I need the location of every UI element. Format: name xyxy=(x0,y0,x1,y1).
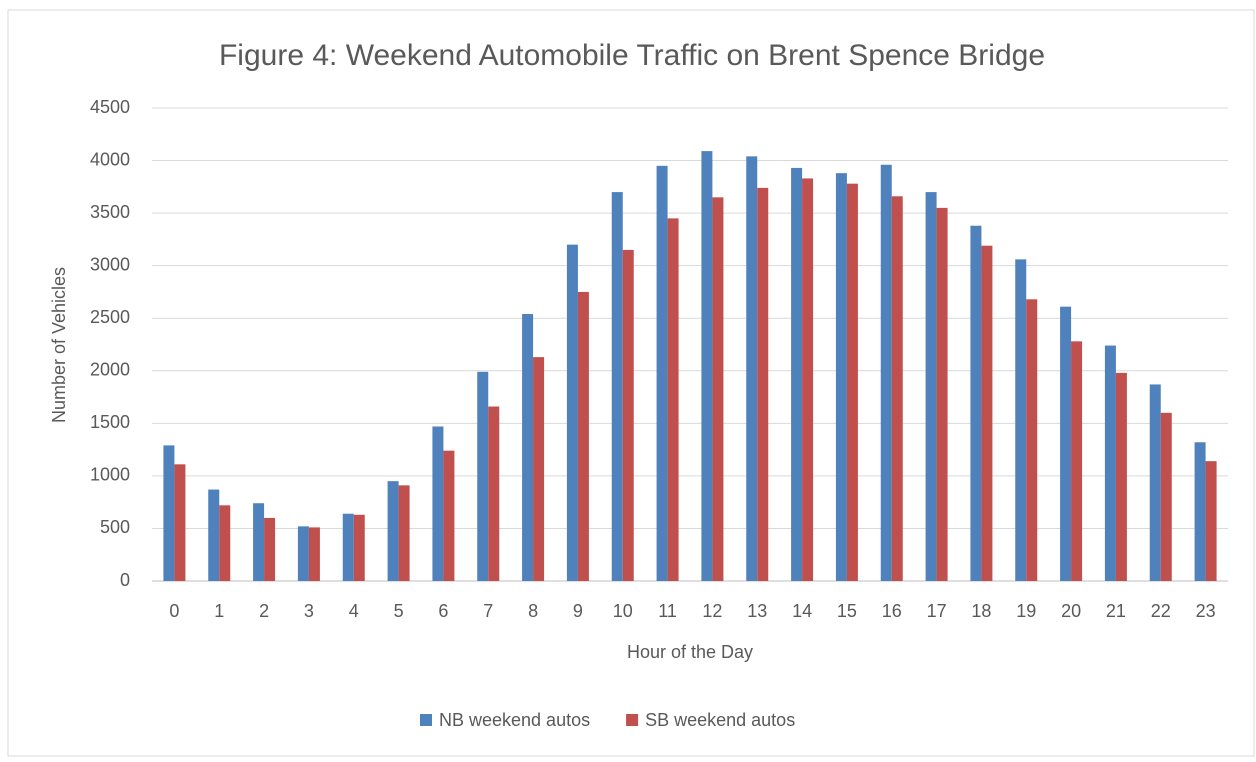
bar xyxy=(891,196,903,581)
bar xyxy=(1149,384,1161,581)
x-tick-label: 7 xyxy=(483,601,493,621)
bar xyxy=(264,517,276,581)
bar xyxy=(1104,345,1116,581)
bar xyxy=(522,314,534,581)
bar xyxy=(174,464,186,581)
bar xyxy=(533,357,545,581)
x-tick-label: 10 xyxy=(613,601,633,621)
x-tick-label: 15 xyxy=(837,601,857,621)
x-tick-label: 23 xyxy=(1196,601,1216,621)
x-tick-label: 13 xyxy=(747,601,767,621)
x-axis-title: Hour of the Day xyxy=(627,642,753,662)
bar xyxy=(925,192,937,582)
bar xyxy=(791,167,803,581)
bar xyxy=(488,406,500,581)
y-tick-label: 500 xyxy=(100,517,130,537)
x-tick-label: 6 xyxy=(438,601,448,621)
x-tick-label: 17 xyxy=(927,601,947,621)
y-tick-label: 2000 xyxy=(90,360,130,380)
bar xyxy=(1026,299,1038,581)
x-tick-label: 20 xyxy=(1061,601,1081,621)
bar xyxy=(1115,372,1127,581)
x-tick-label: 9 xyxy=(573,601,583,621)
bar xyxy=(970,225,982,582)
legend-swatch xyxy=(626,714,639,726)
bar xyxy=(835,173,847,581)
x-tick-label: 2 xyxy=(259,601,269,621)
x-tick-label: 14 xyxy=(792,601,812,621)
bar xyxy=(297,526,309,581)
bar xyxy=(880,164,892,581)
x-tick-label: 0 xyxy=(169,601,179,621)
bar xyxy=(746,156,758,581)
y-tick-label: 4000 xyxy=(90,149,130,169)
x-tick-label: 4 xyxy=(349,601,359,621)
bar xyxy=(622,249,634,581)
bar xyxy=(577,291,589,581)
bar xyxy=(981,245,993,581)
bar xyxy=(802,178,814,581)
x-tick-label: 3 xyxy=(304,601,314,621)
bar xyxy=(353,514,365,581)
bar xyxy=(342,513,354,581)
bar xyxy=(308,527,320,581)
bar xyxy=(1015,259,1027,581)
bar xyxy=(219,505,231,581)
bar xyxy=(1071,341,1083,581)
bar xyxy=(757,187,769,581)
legend-swatch xyxy=(420,714,432,726)
legend-label: NB weekend autos xyxy=(439,710,590,730)
bar xyxy=(253,503,265,581)
x-tick-label: 18 xyxy=(971,601,991,621)
x-tick-label: 22 xyxy=(1151,601,1171,621)
bar xyxy=(398,485,410,581)
x-tick-label: 1 xyxy=(214,601,224,621)
bar xyxy=(1205,461,1217,581)
bar xyxy=(566,244,578,581)
bar xyxy=(208,489,220,581)
bar xyxy=(611,192,623,582)
x-tick-label: 5 xyxy=(394,601,404,621)
bar xyxy=(163,445,175,581)
y-tick-label: 0 xyxy=(120,570,130,590)
bar xyxy=(477,371,489,581)
x-tick-label: 16 xyxy=(882,601,902,621)
x-tick-label: 19 xyxy=(1016,601,1036,621)
legend-label: SB weekend autos xyxy=(645,710,795,730)
bar xyxy=(656,165,668,582)
bar xyxy=(667,218,679,581)
x-tick-label: 8 xyxy=(528,601,538,621)
bar xyxy=(443,450,455,581)
x-tick-label: 11 xyxy=(658,601,677,621)
x-tick-label: 21 xyxy=(1106,601,1126,621)
y-tick-label: 3000 xyxy=(90,254,130,274)
bar xyxy=(712,197,724,581)
bar xyxy=(1194,442,1206,581)
y-tick-label: 2500 xyxy=(90,307,130,327)
bar xyxy=(1160,412,1172,581)
bar xyxy=(1060,306,1072,581)
y-axis-title: Number of Vehicles xyxy=(49,267,69,423)
chart-title: Figure 4: Weekend Automobile Traffic on … xyxy=(219,39,1045,72)
bar xyxy=(936,207,948,581)
bar xyxy=(387,481,399,581)
x-tick-label: 12 xyxy=(702,601,722,621)
bar xyxy=(432,426,444,581)
y-tick-label: 4500 xyxy=(90,97,130,117)
y-tick-label: 1000 xyxy=(90,465,130,485)
bar xyxy=(846,183,858,581)
y-tick-label: 3500 xyxy=(90,202,130,222)
bar xyxy=(701,151,713,581)
y-tick-label: 1500 xyxy=(90,412,130,432)
